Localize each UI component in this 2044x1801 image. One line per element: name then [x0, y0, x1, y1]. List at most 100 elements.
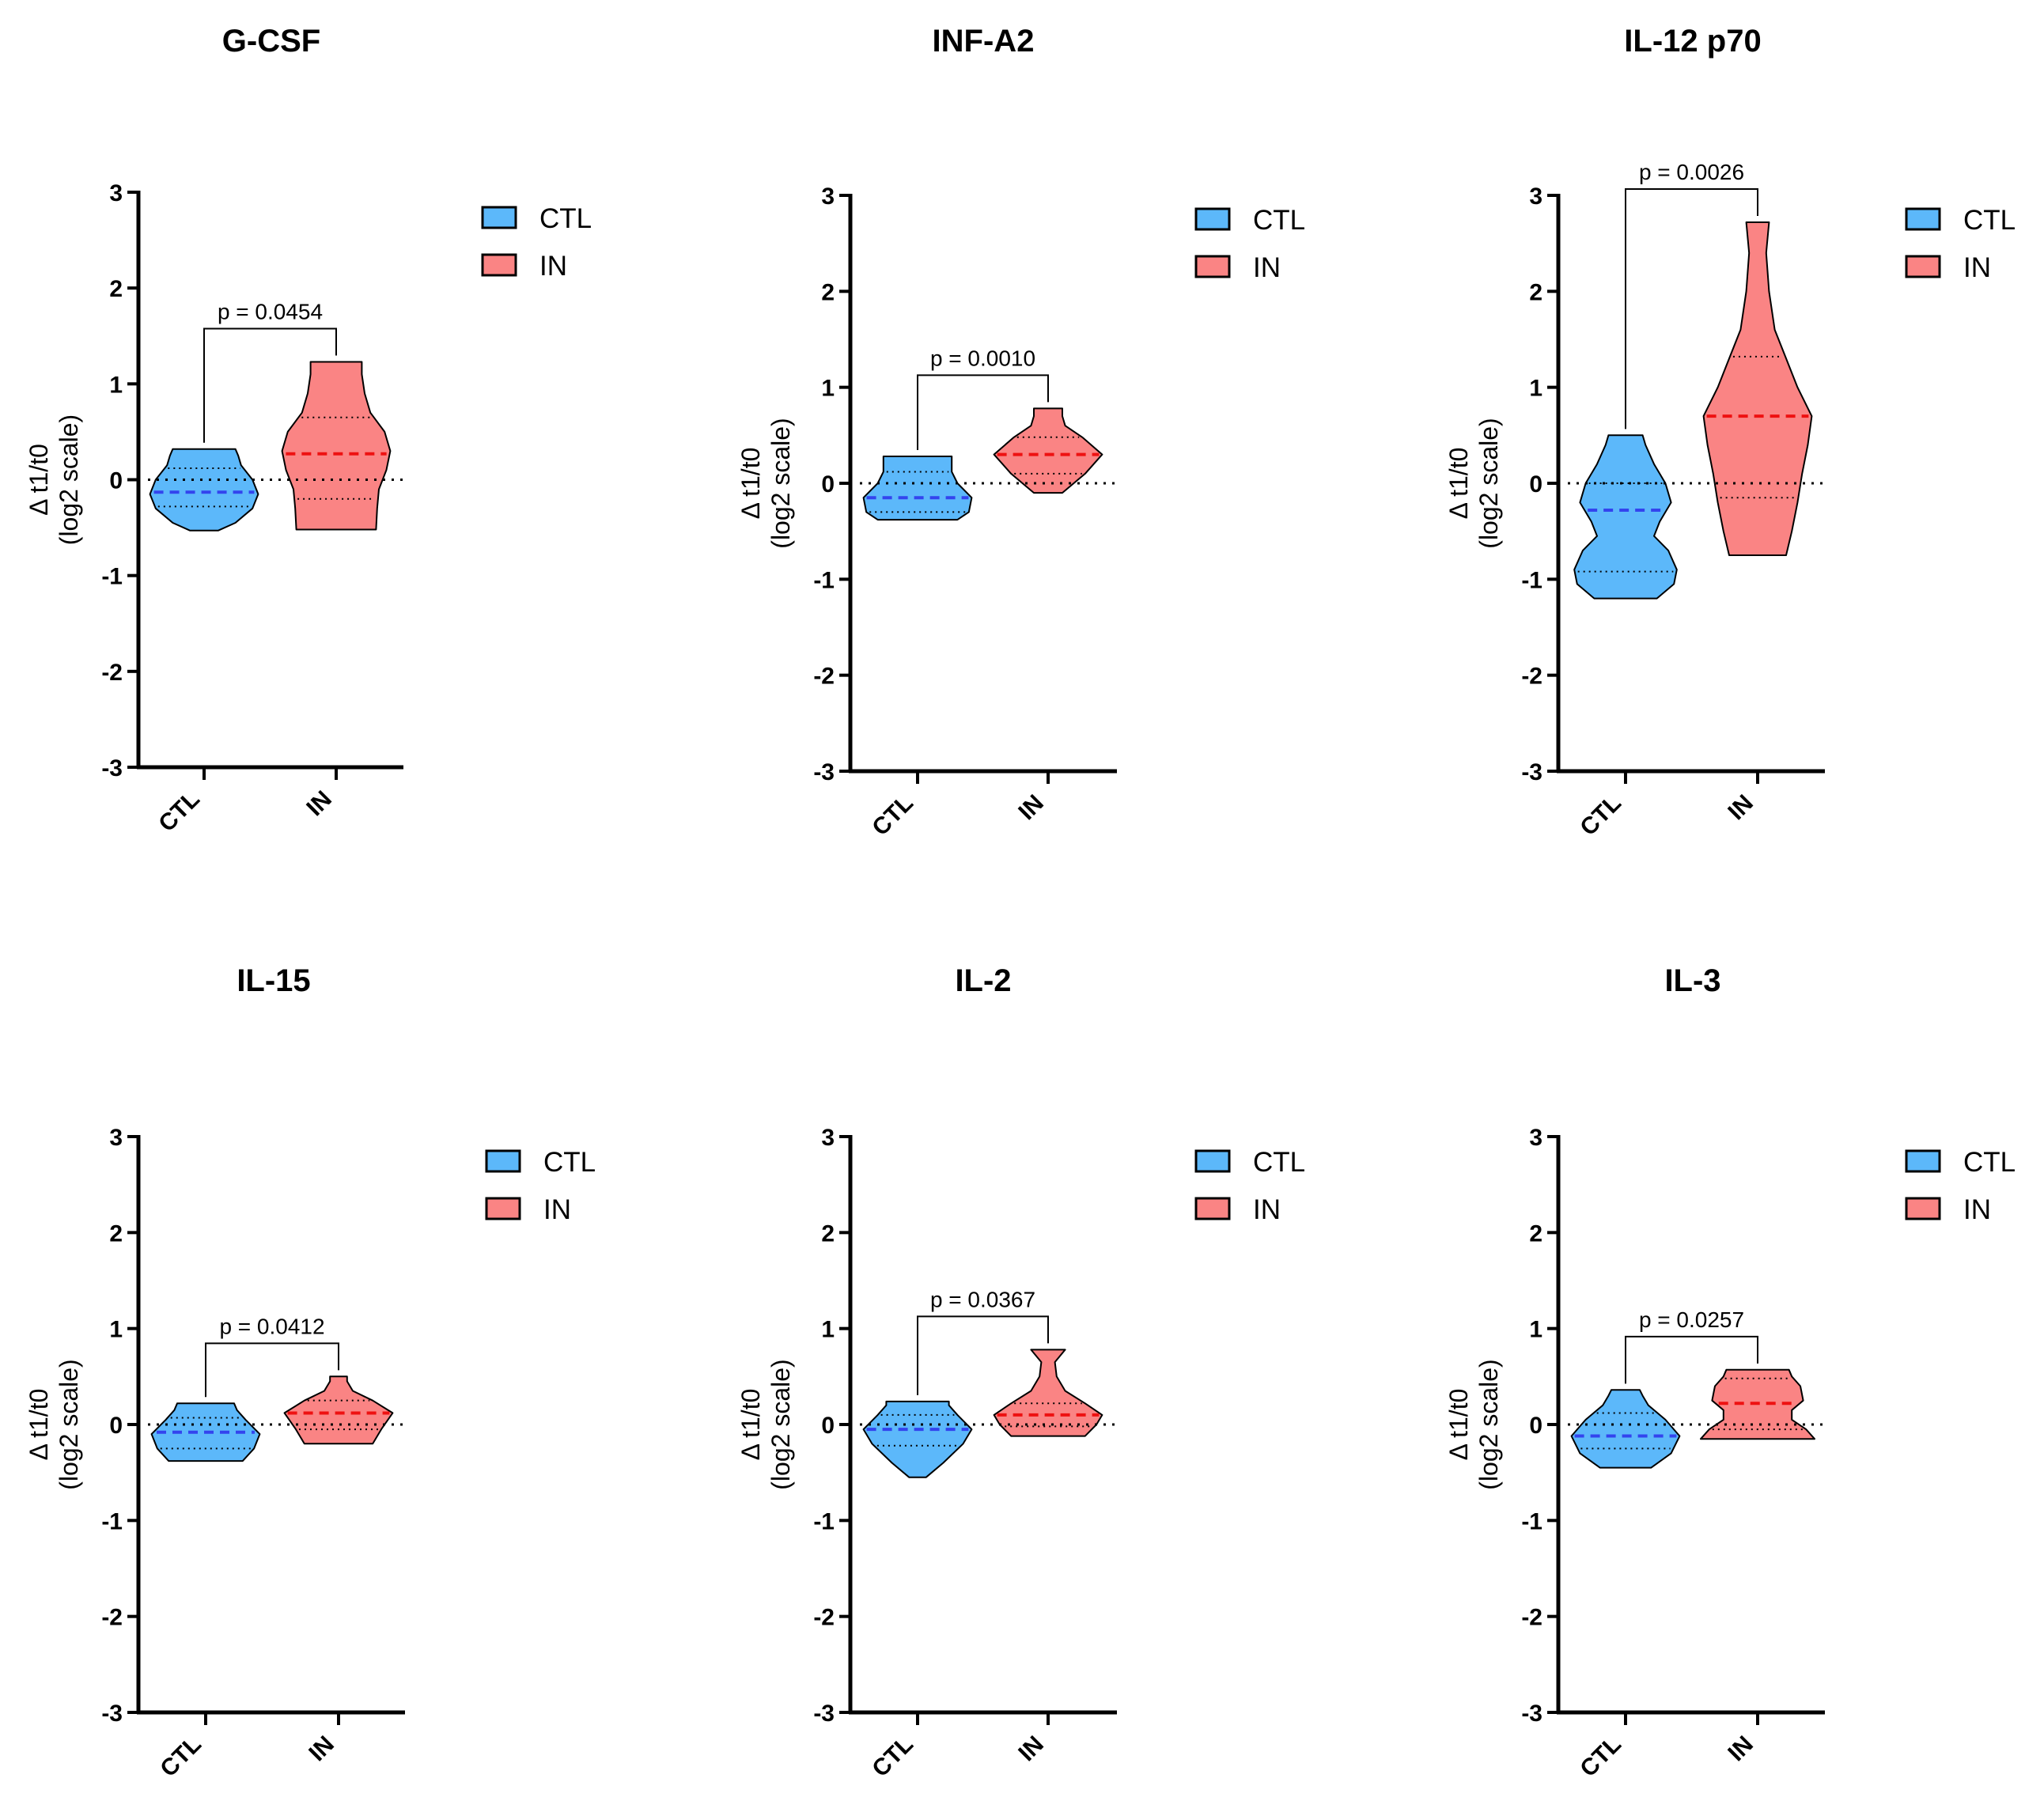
violin-ctl [862, 456, 973, 521]
y-tick-label: -3 [1521, 759, 1542, 785]
y-tick-label: -1 [813, 567, 835, 593]
y-tick-label: -1 [813, 1508, 835, 1534]
y-tick-label: -1 [101, 1508, 123, 1534]
y-tick-label: -2 [101, 660, 123, 686]
chart-title: INF-A2 [933, 24, 1035, 59]
y-tick-label: 2 [821, 1220, 835, 1247]
significance-bracket [1625, 187, 1758, 429]
legend-label-ctl: CTL [1963, 205, 2016, 236]
y-axis-label-line1: Δ t1/t0 [736, 448, 765, 520]
p-value-label: p = 0.0367 [930, 1287, 1035, 1311]
y-tick-label: -2 [101, 1605, 123, 1631]
y-axis-label: Δ t1/t0 (log2 scale) [1444, 418, 1503, 548]
y-tick-label: 2 [1529, 279, 1542, 305]
y-axis-label-line2: (log2 scale) [1474, 1359, 1503, 1489]
legend-label-in: IN [543, 1194, 571, 1225]
significance-bracket [205, 1342, 339, 1398]
chart-panel-g-csf: G-CSF 3 2 1 0 -1 -2 -3 Δ t1/t0 (log2 scale) CTL IN p… [25, 24, 592, 837]
y-axis-label: Δ t1/t0 (log2 scale) [736, 418, 795, 548]
chart-title: G-CSF [222, 24, 320, 59]
y-tick-label: -3 [1521, 1701, 1542, 1727]
y-tick-label: -1 [1521, 567, 1542, 593]
legend-label-in: IN [1253, 252, 1281, 283]
y-axis-label: Δ t1/t0 (log2 scale) [25, 1359, 83, 1489]
legend-label-ctl: CTL [1963, 1147, 2016, 1178]
x-tick-label-in: IN [1013, 1731, 1049, 1767]
y-axis-label-line2: (log2 scale) [766, 1359, 795, 1489]
y-tick-label: -2 [813, 664, 835, 690]
violin-in [1702, 221, 1813, 556]
legend-swatch-in [1194, 255, 1231, 278]
y-tick-label: 0 [1529, 471, 1542, 498]
legend-swatch-ctl [1905, 207, 1941, 231]
y-tick-label: -3 [101, 1701, 123, 1727]
chart-panel-inf-a2: INF-A2 3 2 1 0 -1 -2 -3 Δ t1/t0 (log2 scale) CTL IN… [736, 24, 1305, 841]
y-tick-label: 3 [821, 1125, 835, 1151]
y-axis-label-line2: (log2 scale) [55, 414, 83, 545]
x-tick-label-ctl: CTL [867, 790, 918, 842]
violin-ctl [1573, 434, 1678, 600]
chart-title: IL-15 [237, 963, 310, 998]
y-tick-label: 1 [1529, 1317, 1542, 1343]
legend-swatch-ctl [481, 206, 517, 229]
legend-swatch-in [1905, 1197, 1941, 1220]
y-tick-label: 0 [821, 471, 835, 498]
y-tick-label: 1 [821, 376, 835, 402]
y-tick-label: 2 [1529, 1220, 1542, 1247]
p-value-label: p = 0.0412 [219, 1314, 324, 1338]
y-axis-label: Δ t1/t0 (log2 scale) [1444, 1359, 1503, 1489]
y-tick-label: 1 [109, 372, 123, 398]
y-tick-label: 0 [109, 1413, 123, 1439]
x-tick-label-in: IN [301, 786, 337, 822]
chart-panel-il-3: IL-3 3 2 1 0 -1 -2 -3 Δ t1/t0 (log2 scale) CTL IN p … [1444, 963, 2016, 1782]
p-value-label: p = 0.0010 [930, 346, 1035, 370]
y-axis-label-line1: Δ t1/t0 [25, 1389, 53, 1461]
p-value-label: p = 0.0454 [218, 299, 323, 323]
y-tick-label: -2 [1521, 664, 1542, 690]
x-tick-label-in: IN [1723, 790, 1758, 826]
y-tick-label: 0 [1529, 1413, 1542, 1439]
y-axis-label: Δ t1/t0 (log2 scale) [736, 1359, 795, 1489]
y-tick-label: -1 [101, 564, 123, 590]
violin-in [993, 1349, 1103, 1437]
chart-title: IL-2 [955, 963, 1011, 998]
legend-swatch-in [1905, 255, 1941, 278]
violin-ctl [149, 448, 259, 532]
x-tick-label-ctl: CTL [1575, 790, 1626, 842]
legend-swatch-in [481, 253, 517, 277]
y-axis-label: Δ t1/t0 (log2 scale) [25, 414, 83, 545]
legend-swatch-ctl [1194, 1149, 1231, 1173]
x-tick-label-ctl: CTL [155, 1731, 206, 1783]
y-tick-label: 3 [821, 184, 835, 210]
legend-swatch-ctl [1194, 207, 1231, 231]
chart-title: IL-12 p70 [1624, 24, 1761, 59]
y-tick-label: 1 [1529, 376, 1542, 402]
y-tick-label: 2 [821, 279, 835, 305]
violin-in [281, 361, 392, 531]
legend-label-in: IN [1963, 252, 1991, 283]
p-value-label: p = 0.0257 [1639, 1307, 1744, 1332]
y-tick-label: -3 [813, 759, 835, 785]
y-tick-label: 3 [1529, 184, 1542, 210]
y-tick-label: 2 [109, 276, 123, 302]
x-tick-label-in: IN [1013, 790, 1049, 826]
violin-in [283, 1375, 394, 1445]
violin-ctl [1570, 1389, 1681, 1469]
chart-title: IL-3 [1664, 963, 1720, 998]
y-tick-label: 3 [109, 180, 123, 206]
y-axis-label-line2: (log2 scale) [1474, 418, 1503, 548]
violin-in [993, 407, 1103, 494]
y-axis-label-line2: (log2 scale) [55, 1359, 83, 1489]
significance-bracket [917, 374, 1049, 451]
y-tick-label: -2 [1521, 1605, 1542, 1631]
y-axis-label-line1: Δ t1/t0 [1444, 448, 1473, 520]
legend-label-in: IN [539, 251, 567, 282]
legend-label-ctl: CTL [543, 1147, 596, 1178]
y-tick-label: 0 [109, 468, 123, 494]
x-tick-label-in: IN [1723, 1731, 1758, 1767]
x-tick-label-ctl: CTL [1575, 1731, 1626, 1783]
y-tick-label: 2 [109, 1220, 123, 1247]
significance-bracket [917, 1315, 1049, 1395]
significance-bracket [203, 327, 337, 443]
